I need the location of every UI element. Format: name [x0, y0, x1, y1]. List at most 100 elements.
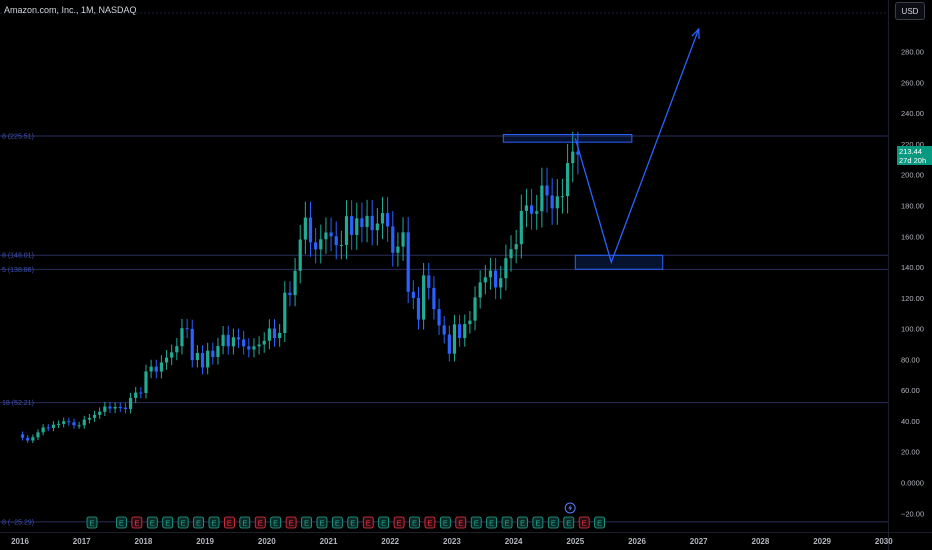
earnings-badge[interactable]: E — [393, 516, 405, 529]
earnings-badge[interactable]: E — [517, 516, 528, 529]
earnings-badge[interactable]: E — [578, 516, 590, 529]
candle-body — [401, 232, 405, 247]
candle-body — [257, 344, 261, 347]
price-axis[interactable]: −20.00 0.0000 20.00 40.00 60.00 80.00 100.00 12… — [888, 0, 925, 550]
time-tick-label: 2028 — [752, 537, 770, 546]
candle-body — [514, 244, 518, 250]
earnings-badge[interactable]: E — [378, 516, 390, 529]
time-tick-label: 2016 — [11, 537, 29, 546]
earnings-badge[interactable]: E — [193, 516, 204, 529]
earnings-badge-text: E — [350, 519, 355, 528]
time-tick-label: 2030 — [875, 537, 893, 546]
candle-body — [87, 417, 92, 420]
price-tick-label: 140.00 — [901, 263, 924, 272]
earnings-badge-box — [517, 516, 528, 529]
candle-body — [113, 406, 117, 409]
currency-button[interactable]: USD — [895, 2, 925, 20]
earnings-badge-box — [455, 516, 467, 529]
earnings-badge[interactable]: E — [177, 516, 189, 529]
earnings-badge-text: E — [196, 519, 201, 528]
earnings-badge[interactable]: E — [563, 516, 575, 529]
candle-body — [164, 357, 169, 363]
time-tick-label: 2025 — [566, 537, 584, 546]
candle-body — [565, 163, 570, 197]
earnings-badge[interactable]: E — [594, 516, 605, 529]
projection-arrowhead[interactable] — [691, 27, 700, 40]
price-tick-label: 280.00 — [901, 48, 924, 57]
earnings-badge[interactable]: E — [501, 516, 513, 529]
earnings-badge-box — [131, 516, 143, 529]
earnings-badge[interactable]: E — [223, 516, 235, 529]
support-box[interactable] — [574, 254, 664, 270]
time-tick-label: 2024 — [505, 537, 523, 546]
price-tick-label: 60.00 — [901, 386, 920, 395]
candle-body — [98, 411, 102, 415]
earnings-badge-box — [270, 516, 282, 529]
earnings-badge-text: E — [335, 519, 340, 528]
candle-body — [288, 292, 292, 296]
projection-drawing[interactable] — [502, 27, 700, 270]
earnings-badge-text: E — [258, 519, 263, 528]
candle-body — [422, 275, 426, 320]
earnings-badge[interactable]: E — [254, 516, 266, 529]
candle-body — [149, 366, 153, 372]
earnings-badge-text: E — [505, 519, 510, 528]
candle-body — [555, 196, 559, 209]
earnings-badge[interactable]: E — [316, 516, 328, 529]
fib-label: 8 (−25.29) — [2, 519, 34, 526]
candle-body — [519, 210, 523, 245]
candle-body — [283, 292, 287, 333]
time-tick-label: 2018 — [135, 537, 153, 546]
earnings-badge-text: E — [119, 519, 124, 528]
earnings-badge[interactable]: E — [439, 516, 451, 529]
earnings-badge[interactable]: E — [424, 516, 436, 529]
earnings-badge[interactable]: E — [285, 516, 297, 529]
lightning-icon[interactable] — [564, 502, 576, 514]
earnings-badge-text: E — [211, 519, 216, 528]
earnings-badge[interactable]: E — [146, 516, 158, 529]
projection-path[interactable] — [574, 28, 700, 265]
fib-label: 18 (52.21) — [2, 400, 34, 407]
candle-body — [20, 434, 25, 438]
earnings-badge[interactable]: E — [86, 516, 98, 529]
earnings-badge[interactable]: E — [347, 516, 359, 529]
price-tick-label: 260.00 — [901, 78, 924, 87]
earnings-badge[interactable]: E — [270, 516, 282, 529]
earnings-badge[interactable]: E — [162, 516, 174, 529]
earnings-badge[interactable]: E — [301, 516, 312, 529]
earnings-badge[interactable]: E — [455, 516, 467, 529]
price-tick-label: 0.0000 — [901, 479, 924, 488]
candle-body — [51, 424, 56, 428]
candle-body — [391, 226, 395, 253]
earnings-badge-box — [331, 516, 343, 529]
candle-body — [262, 340, 266, 345]
earnings-badge[interactable]: E — [486, 516, 498, 529]
candle-body — [242, 339, 246, 347]
earnings-badge[interactable]: E — [532, 516, 544, 529]
time-axis[interactable]: 2016 2017 2018 2019 2020 2021 2022 2023 2024 2025… — [0, 532, 932, 547]
earnings-badge[interactable]: E — [331, 516, 343, 529]
time-tick-label: 2017 — [73, 537, 91, 546]
earnings-badge-text: E — [134, 519, 139, 528]
candle-body — [154, 366, 158, 372]
price-tick-label: 100.00 — [901, 325, 924, 334]
earnings-badge[interactable]: E — [362, 516, 374, 529]
earnings-badge[interactable]: E — [116, 516, 127, 529]
earnings-badge[interactable]: E — [131, 516, 143, 529]
earnings-badge-text: E — [381, 519, 386, 528]
candle-body — [139, 392, 143, 394]
resistance-box[interactable] — [502, 133, 633, 143]
candle-body — [36, 432, 40, 438]
candle-body — [293, 270, 297, 296]
earnings-badge[interactable]: E — [208, 516, 220, 529]
earnings-badge[interactable]: E — [547, 516, 559, 529]
earnings-badge[interactable]: E — [239, 516, 251, 529]
candle-body — [416, 298, 421, 320]
earnings-badge-text: E — [489, 519, 494, 528]
candle-body — [298, 239, 302, 271]
earnings-badge[interactable]: E — [470, 516, 482, 529]
earnings-badge-box — [547, 516, 559, 529]
earnings-badge[interactable]: E — [409, 516, 420, 529]
